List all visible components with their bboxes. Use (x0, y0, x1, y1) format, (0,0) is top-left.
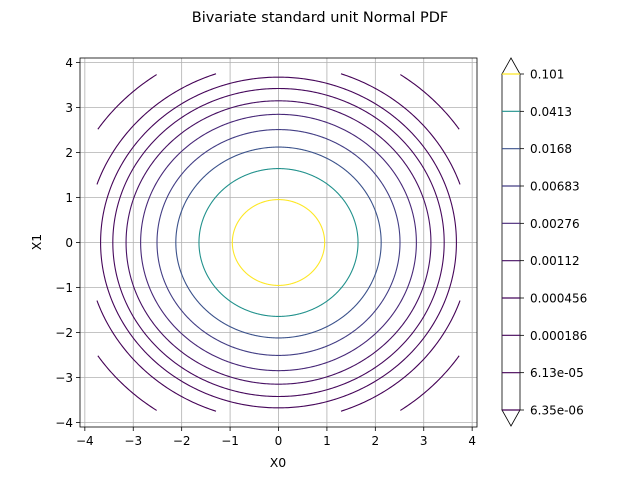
y-tick-label: −3 (55, 371, 73, 385)
contour-level-10 (97, 74, 157, 130)
x-tick-label: 4 (468, 434, 476, 448)
y-tick-label: 2 (65, 146, 73, 160)
colorbar-tick-label: 0.101 (530, 68, 564, 82)
colorbar: 0.101 0.0413 0.0168 0.00683 0.00276 0.00112 0.… (501, 57, 587, 427)
contour-level-5 (140, 113, 417, 372)
colorbar-tick-label: 6.35e-06 (530, 404, 584, 418)
y-tick-label: −4 (55, 416, 73, 430)
colorbar-tick-label: 0.0413 (530, 105, 572, 119)
y-tick-label: 1 (65, 191, 73, 205)
contour-level-9 (340, 300, 461, 412)
contour-level-1 (231, 199, 326, 286)
contour-level-9 (96, 300, 217, 412)
y-axis-label: X1 (29, 234, 44, 251)
colorbar-tick-label: 0.00683 (530, 180, 580, 194)
x-tick-label: 1 (323, 434, 331, 448)
colorbar-tick-label: 0.0168 (530, 142, 572, 156)
y-tick-label: 4 (65, 56, 73, 70)
x-axis-label: X0 (270, 455, 287, 470)
y-tick-label: −1 (55, 281, 73, 295)
colorbar-tick-label: 0.00112 (530, 254, 580, 268)
contour-level-10 (400, 355, 460, 411)
colorbar-tick-label: 0.000186 (530, 329, 587, 343)
y-axis-ticks: −4 −3 −2 −1 0 1 2 3 4 (55, 56, 80, 430)
x-axis-ticks: −4 −3 −2 −1 0 1 2 3 4 (76, 427, 476, 448)
contour-level-10 (400, 74, 460, 130)
grid-lines (80, 58, 477, 427)
colorbar-body (501, 73, 521, 411)
contour-level-2 (198, 168, 359, 317)
y-tick-label: 3 (65, 101, 73, 115)
contour-level-9 (340, 73, 461, 185)
x-tick-label: −4 (76, 434, 94, 448)
x-tick-label: 3 (420, 434, 428, 448)
contour-level-3 (175, 146, 382, 339)
colorbar-tick-label: 6.13e-05 (530, 366, 584, 380)
chart-title: Bivariate standard unit Normal PDF (192, 10, 448, 26)
contour-level-8 (100, 76, 457, 409)
contour-level-6 (125, 100, 432, 385)
contour-level-9 (96, 73, 217, 185)
x-tick-label: −2 (173, 434, 191, 448)
contour-level-4 (156, 129, 401, 356)
colorbar-tick-label: 0.00276 (530, 217, 580, 231)
colorbar-tick-label: 0.000456 (530, 292, 587, 306)
contour-level-7 (112, 87, 445, 398)
y-tick-label: 0 (65, 236, 73, 250)
y-tick-label: −2 (55, 326, 73, 340)
contour-level-10 (97, 355, 157, 411)
x-tick-label: 2 (372, 434, 380, 448)
contour-lines (96, 73, 461, 412)
x-tick-label: −1 (221, 434, 239, 448)
x-tick-label: −3 (124, 434, 142, 448)
x-tick-label: 0 (275, 434, 283, 448)
